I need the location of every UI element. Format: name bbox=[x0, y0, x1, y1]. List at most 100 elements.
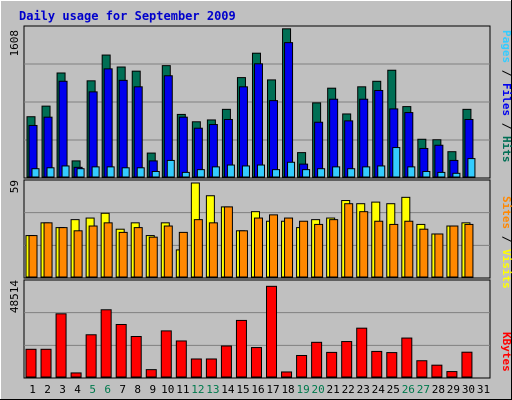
bar-sites-day-19 bbox=[299, 220, 309, 278]
legend-sep-2: / bbox=[500, 116, 512, 136]
bar-kbytes-day-12 bbox=[190, 358, 202, 378]
bar-kbytes-day-21 bbox=[326, 351, 338, 378]
bar-pages-day-28 bbox=[437, 171, 446, 178]
day-label-31: 31 bbox=[477, 383, 490, 396]
bar-kbytes-day-13 bbox=[205, 358, 217, 378]
bar-pages-day-4 bbox=[76, 168, 85, 178]
bar-pages-day-12 bbox=[196, 169, 205, 178]
bar-files-day-23 bbox=[359, 98, 369, 178]
day-label-30: 30 bbox=[462, 383, 475, 396]
bar-kbytes-day-6 bbox=[100, 309, 112, 378]
bar-pages-day-1 bbox=[31, 168, 40, 178]
legend-sites: Sites bbox=[500, 196, 512, 229]
day-label-9: 9 bbox=[149, 383, 156, 396]
legend-files: Files bbox=[500, 83, 512, 116]
legend-pages: Pages bbox=[500, 30, 512, 63]
day-label-19: 19 bbox=[296, 383, 309, 396]
bar-pages-day-14 bbox=[226, 164, 235, 178]
day-label-4: 4 bbox=[74, 383, 81, 396]
bar-sites-day-6 bbox=[103, 222, 113, 278]
bar-pages-day-2 bbox=[46, 167, 55, 178]
bar-sites-day-22 bbox=[344, 203, 354, 278]
bar-pages-day-7 bbox=[121, 167, 130, 178]
bar-files-day-11 bbox=[178, 116, 188, 178]
bar-kbytes-day-11 bbox=[175, 340, 187, 378]
bar-kbytes-day-15 bbox=[235, 319, 247, 378]
day-label-7: 7 bbox=[119, 383, 126, 396]
bar-kbytes-day-2 bbox=[40, 348, 52, 378]
bar-sites-day-5 bbox=[88, 225, 98, 278]
panel-visits-sites bbox=[23, 179, 491, 279]
legend-sep-3: / bbox=[500, 229, 512, 249]
bar-pages-day-15 bbox=[241, 165, 250, 178]
day-label-17: 17 bbox=[266, 383, 279, 396]
bar-kbytes-day-27 bbox=[416, 360, 428, 378]
bar-kbytes-day-22 bbox=[341, 341, 353, 378]
legend-kbytes: KBytes bbox=[500, 332, 512, 372]
bar-files-day-24 bbox=[374, 89, 384, 178]
bar-kbytes-day-9 bbox=[145, 369, 157, 378]
bar-files-day-17 bbox=[269, 100, 279, 178]
day-label-26: 26 bbox=[402, 383, 415, 396]
bar-pages-day-17 bbox=[272, 169, 281, 178]
bar-sites-day-25 bbox=[389, 223, 399, 278]
bar-pages-day-9 bbox=[151, 170, 160, 178]
panel3-ymax-label: 48514 bbox=[8, 280, 21, 313]
bar-files-day-16 bbox=[253, 63, 263, 178]
legend-sep-1: / bbox=[500, 63, 512, 83]
bar-files-day-21 bbox=[329, 98, 339, 178]
bar-pages-day-5 bbox=[91, 166, 100, 178]
bar-pages-day-26 bbox=[407, 166, 416, 178]
bar-pages-day-3 bbox=[61, 165, 70, 178]
panel1-ymax-label: 1608 bbox=[8, 30, 21, 57]
bar-files-day-5 bbox=[88, 91, 98, 178]
chart-title: Daily usage for September 2009 bbox=[19, 9, 236, 23]
day-label-3: 3 bbox=[59, 383, 66, 396]
day-label-2: 2 bbox=[44, 383, 51, 396]
day-label-27: 27 bbox=[417, 383, 430, 396]
day-label-22: 22 bbox=[342, 383, 355, 396]
bar-sites-day-7 bbox=[118, 231, 128, 278]
bar-sites-day-14 bbox=[223, 206, 233, 278]
bar-sites-day-4 bbox=[73, 230, 83, 278]
bar-sites-day-8 bbox=[133, 227, 143, 278]
bar-kbytes-day-16 bbox=[250, 347, 262, 378]
bar-files-day-3 bbox=[58, 80, 68, 178]
legend-visits: Visits bbox=[500, 249, 512, 289]
legend-sites-visits: Sites / Visits bbox=[500, 196, 512, 289]
bar-kbytes-day-1 bbox=[25, 348, 37, 378]
bar-kbytes-day-10 bbox=[160, 330, 172, 378]
bar-sites-day-23 bbox=[359, 211, 369, 278]
bar-sites-day-12 bbox=[193, 219, 203, 278]
bar-kbytes-day-17 bbox=[266, 285, 278, 378]
bar-pages-day-23 bbox=[362, 166, 371, 178]
bar-files-day-18 bbox=[284, 42, 294, 178]
bar-pages-day-18 bbox=[287, 161, 296, 178]
day-label-11: 11 bbox=[176, 383, 189, 396]
bar-pages-day-16 bbox=[256, 164, 265, 178]
day-label-10: 10 bbox=[161, 383, 174, 396]
bar-kbytes-day-28 bbox=[431, 364, 443, 378]
bar-sites-day-13 bbox=[208, 222, 218, 278]
bar-pages-day-27 bbox=[422, 170, 431, 178]
bar-files-day-6 bbox=[103, 68, 113, 178]
bar-kbytes-day-25 bbox=[386, 352, 398, 378]
bar-sites-day-9 bbox=[148, 236, 158, 278]
bar-pages-day-20 bbox=[317, 168, 326, 178]
bar-sites-day-18 bbox=[284, 217, 294, 278]
day-label-13: 13 bbox=[206, 383, 219, 396]
panel2-ymax-label: 59 bbox=[8, 180, 21, 193]
bar-pages-day-21 bbox=[332, 166, 341, 178]
bar-sites-day-28 bbox=[434, 233, 444, 278]
bar-kbytes-day-4 bbox=[70, 372, 82, 378]
bar-pages-day-6 bbox=[106, 166, 115, 178]
day-label-18: 18 bbox=[281, 383, 294, 396]
bar-pages-day-11 bbox=[181, 171, 190, 178]
bar-sites-day-27 bbox=[419, 228, 429, 278]
bar-kbytes-day-30 bbox=[461, 351, 473, 378]
day-label-5: 5 bbox=[89, 383, 96, 396]
day-label-29: 29 bbox=[447, 383, 460, 396]
bar-kbytes-day-23 bbox=[356, 327, 368, 378]
bar-sites-day-24 bbox=[374, 220, 384, 278]
